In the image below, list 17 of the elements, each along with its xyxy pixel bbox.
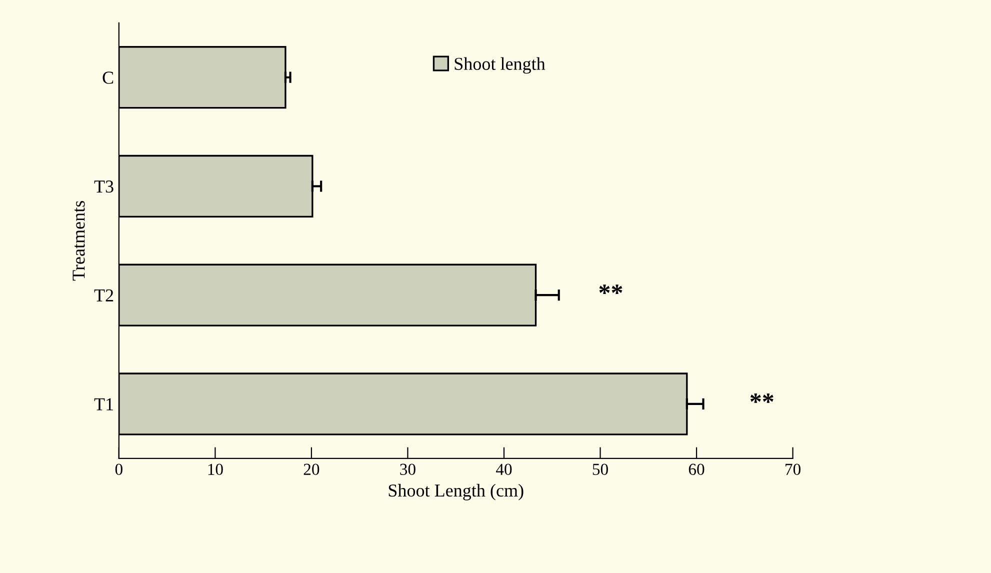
y-tick-label: T2: [94, 289, 114, 302]
y-tick-label: C: [102, 72, 114, 84]
y-tick-label: T1: [94, 398, 113, 410]
annotation: **: [750, 393, 774, 403]
x-tick-label: 20: [304, 464, 320, 475]
x-axis-title: Shoot Length (cm): [388, 484, 524, 500]
x-tick-label: 0: [115, 464, 122, 475]
y-axis-title: Treatments: [72, 201, 85, 281]
x-tick-label: 50: [592, 464, 608, 475]
legend-label: Shoot length: [454, 57, 546, 74]
x-tick-label: 30: [400, 464, 416, 475]
y-tick-label: T3: [94, 180, 114, 193]
annotation: **: [599, 284, 622, 294]
x-tick-label: 10: [208, 464, 223, 475]
x-tick-label: 70: [786, 464, 800, 475]
x-tick-label: 40: [496, 464, 512, 475]
x-tick-label: 60: [688, 464, 704, 475]
